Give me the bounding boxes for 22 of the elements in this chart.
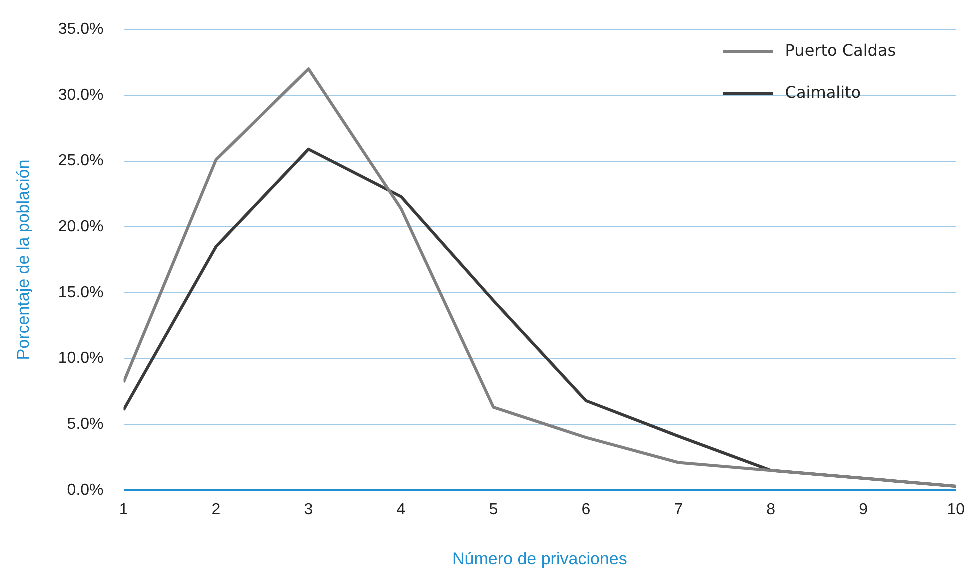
x-axis-title: Número de privaciones: [452, 549, 628, 568]
y-tick-label: 10.0%: [58, 350, 104, 368]
y-tick-label: 0.0%: [67, 482, 104, 499]
y-tick-label: 25.0%: [58, 152, 104, 170]
y-tick-label: 5.0%: [67, 416, 104, 433]
legend-label: Puerto Caldas: [785, 40, 896, 60]
x-tick-label: 9: [859, 501, 868, 518]
x-tick-label: 1: [119, 501, 128, 518]
y-tick-label: 35.0%: [58, 21, 104, 38]
y-tick-label: 15.0%: [58, 284, 104, 302]
legend-label: Caimalito: [785, 82, 862, 102]
x-tick-label: 6: [582, 501, 591, 518]
y-axis-title: Porcentaje de la población: [14, 160, 33, 360]
y-tick-label: 30.0%: [58, 86, 104, 104]
x-tick-label: 7: [674, 501, 684, 518]
x-tick-label: 8: [766, 501, 776, 518]
x-tick-label: 3: [304, 501, 314, 518]
x-tick-label: 5: [489, 501, 498, 518]
x-tick-label: 10: [947, 501, 966, 518]
x-tick-label: 2: [212, 501, 221, 518]
x-tick-label: 4: [396, 501, 406, 518]
y-tick-label: 20.0%: [58, 218, 104, 236]
